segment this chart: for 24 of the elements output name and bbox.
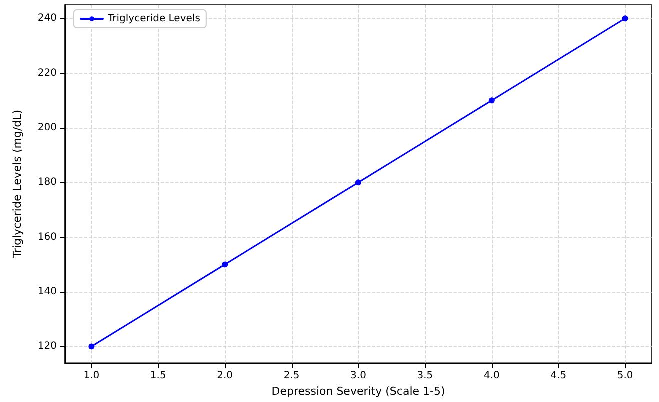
x-tick-label: 1.0 xyxy=(84,370,100,382)
point xyxy=(622,16,628,22)
x-tick-label: 3.5 xyxy=(417,370,434,382)
point xyxy=(88,344,95,350)
point xyxy=(488,98,495,104)
x-tick-label: 4.5 xyxy=(550,370,567,382)
x-tick-label: 2.5 xyxy=(284,370,300,382)
legend-label: Triglyceride Levels xyxy=(107,14,200,24)
y-tick-label: 200 xyxy=(38,122,57,134)
y-tick-label: 140 xyxy=(38,286,57,298)
y-tick-label: 160 xyxy=(38,232,57,243)
y-tick-label: 180 xyxy=(38,177,57,188)
y-tick-label: 220 xyxy=(38,68,57,79)
y-tick-label: 120 xyxy=(38,341,57,352)
x-tick-label: 5.0 xyxy=(617,370,634,382)
x-axis-title: Depression Severity (Scale 1-5) xyxy=(272,385,446,398)
x-tick-label: 4.0 xyxy=(484,370,500,382)
x-tick-label: 1.5 xyxy=(150,370,166,382)
y-tick-label: 240 xyxy=(38,13,57,24)
x-tick-label: 2.0 xyxy=(217,370,234,382)
y-axis-title: Triglyceride Levels (mg/dL) xyxy=(11,110,24,260)
x-tick-label: 3.0 xyxy=(350,370,366,382)
point xyxy=(356,180,362,186)
point xyxy=(222,262,228,268)
